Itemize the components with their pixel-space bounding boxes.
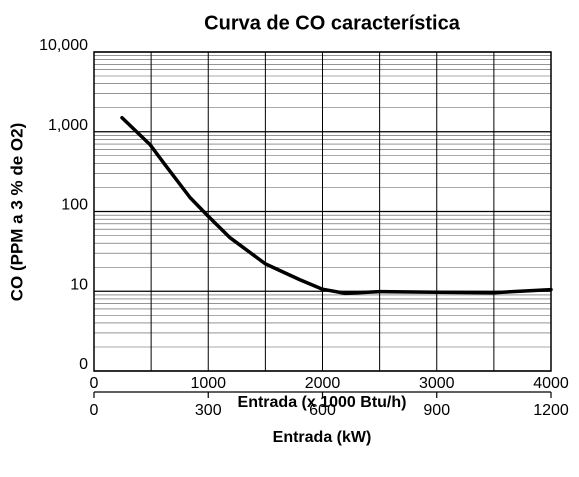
x-tick-label: 2000	[305, 375, 341, 392]
chart-title: Curva de CO característica	[204, 12, 461, 34]
y-tick-label: 100	[61, 197, 88, 214]
y-tick-label: 10	[70, 276, 88, 293]
x2-tick-label: 0	[90, 402, 99, 419]
x-tick-label: 4000	[533, 375, 569, 392]
x2-tick-label: 900	[423, 402, 450, 419]
x2-tick-label: 1200	[533, 402, 569, 419]
y-tick-label: 10,000	[39, 37, 88, 54]
plot-frame	[93, 51, 552, 372]
x2-axis-label: Entrada (kW)	[273, 429, 372, 446]
x2-tick-label: 300	[195, 402, 222, 419]
x2-tick-label: 600	[309, 402, 336, 419]
x-tick-label: 3000	[419, 375, 455, 392]
data-line	[120, 115, 553, 296]
y-tick-label: 0	[79, 356, 88, 373]
y-axis-label: CO (PPM a 3 % de O2)	[7, 123, 26, 302]
x-tick-label: 0	[90, 375, 99, 392]
y-tick-label: 1,000	[48, 117, 88, 134]
x-axis-label: Entrada (x 1000 Btu/h)	[238, 394, 407, 411]
x-tick-label: 1000	[190, 375, 226, 392]
